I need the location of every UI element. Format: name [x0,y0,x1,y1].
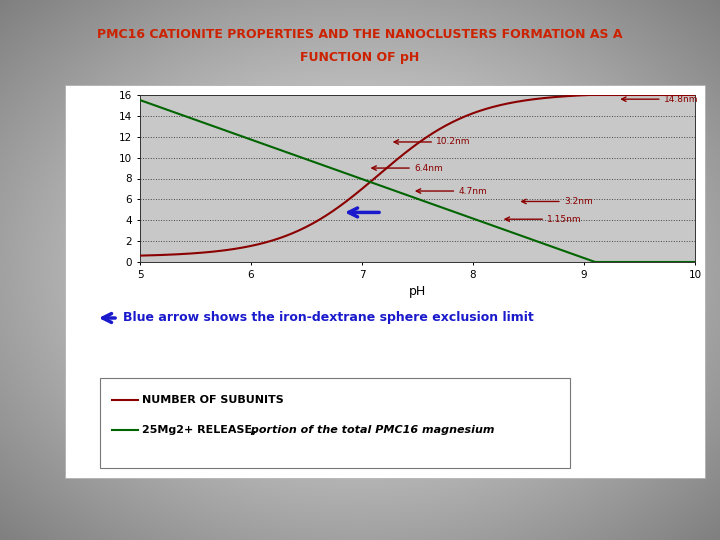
Text: NUMBER OF SUBUNITS: NUMBER OF SUBUNITS [142,395,284,405]
Text: 4.7nm: 4.7nm [459,186,487,195]
Text: Blue arrow shows the iron-dextrane sphere exclusion limit: Blue arrow shows the iron-dextrane spher… [123,312,534,325]
Text: FUNCTION OF pH: FUNCTION OF pH [300,51,420,64]
Text: 10.2nm: 10.2nm [436,138,471,146]
Text: 14.8nm: 14.8nm [664,94,698,104]
Text: 25Mg2+ RELEASE,: 25Mg2+ RELEASE, [142,425,256,435]
Text: portion of the total PMC16 magnesium: portion of the total PMC16 magnesium [247,425,495,435]
Bar [100,378,570,468]
X-axis label: pH: pH [409,285,426,298]
Text: PMC16 CATIONITE PROPERTIES AND THE NANOCLUSTERS FORMATION AS A: PMC16 CATIONITE PROPERTIES AND THE NANOC… [97,29,623,42]
Text: 6.4nm: 6.4nm [414,164,443,173]
Bar [65,85,705,478]
Text: 3.2nm: 3.2nm [564,197,593,206]
Text: 1.15nm: 1.15nm [547,215,582,224]
